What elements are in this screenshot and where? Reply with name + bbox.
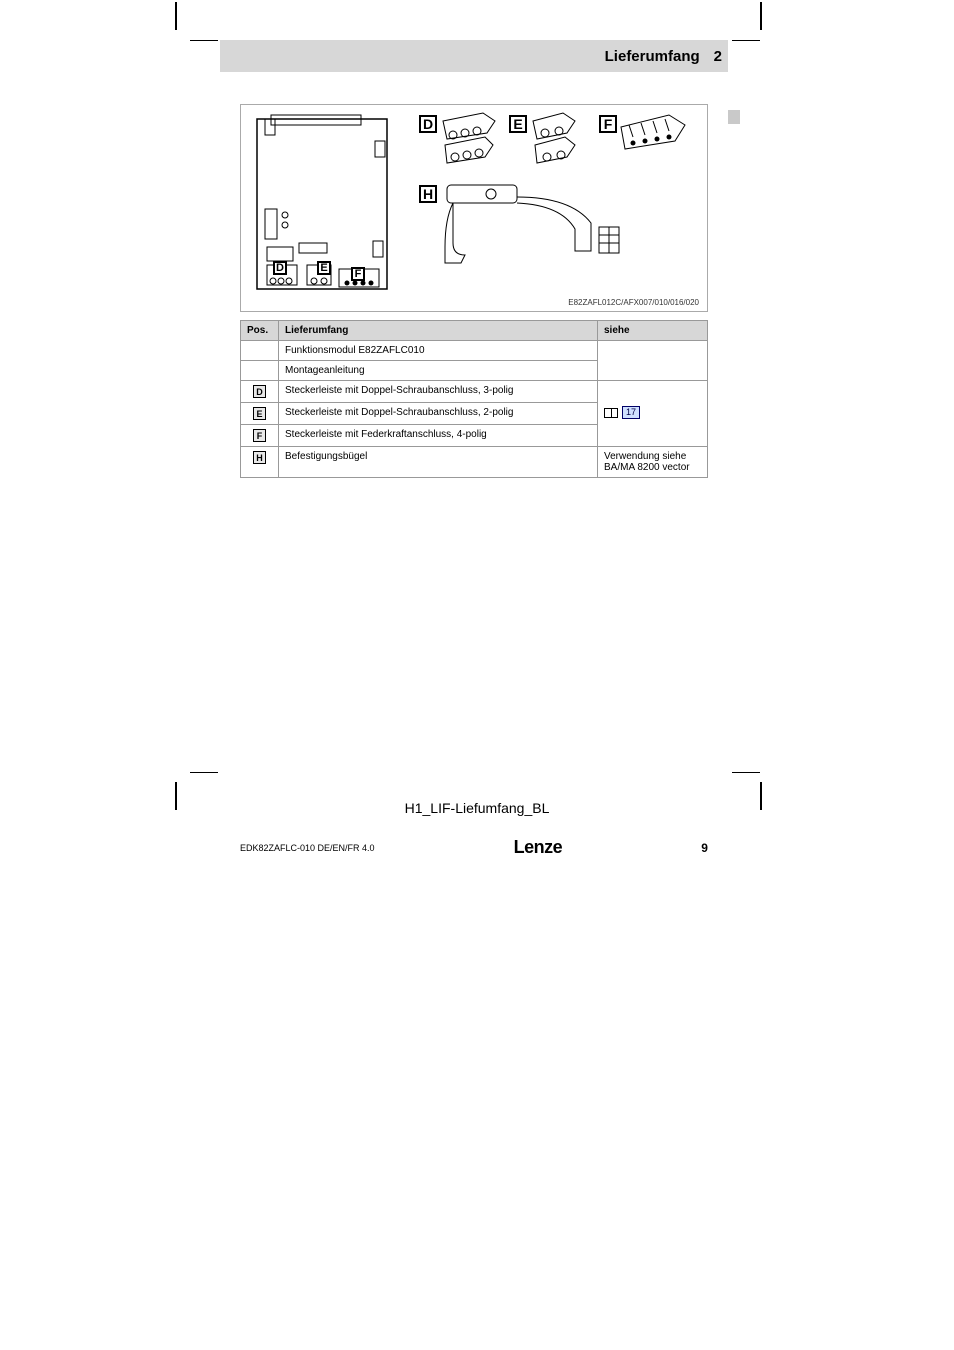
label-f: F (599, 115, 617, 133)
scope-table: Pos. Lieferumfang siehe Funktionsmodul E… (240, 320, 708, 478)
crop-mark (190, 772, 218, 773)
pos-box: D (253, 385, 266, 398)
page-ref-number[interactable]: 17 (622, 406, 640, 419)
table-row: H Befestigungsbügel Verwendung siehe BA/… (241, 447, 708, 478)
label-d: D (419, 115, 437, 133)
cell-desc: Funktionsmodul E82ZAFLC010 (279, 341, 598, 361)
crop-mark (760, 782, 762, 810)
label-d-device: D (273, 261, 287, 275)
table-row: Funktionsmodul E82ZAFLC010 (241, 341, 708, 361)
label-h: H (419, 185, 437, 203)
connector-e-icon (529, 111, 583, 169)
th-see: siehe (598, 321, 708, 341)
doc-id: EDK82ZAFLC-010 DE/EN/FR 4.0 (240, 843, 375, 853)
page-number: 9 (701, 841, 708, 855)
page-content: Lieferumfang 2 (220, 40, 728, 478)
pos-box: F (253, 429, 266, 442)
page-footer: EDK82ZAFLC-010 DE/EN/FR 4.0 Lenze 9 (240, 837, 708, 858)
cell-desc: Steckerleiste mit Federkraftanschluss, 4… (279, 425, 598, 447)
bracket-icon (441, 179, 651, 269)
crop-mark (175, 2, 177, 30)
header-tab (728, 110, 740, 124)
section-title: Lieferumfang (605, 48, 700, 65)
book-icon (604, 408, 618, 418)
label-e: E (509, 115, 527, 133)
figure: D E F D E F (240, 104, 708, 312)
section-header: Lieferumfang 2 (220, 40, 728, 72)
crop-mark (175, 782, 177, 810)
th-desc: Lieferumfang (279, 321, 598, 341)
figure-caption: E82ZAFL012C/AFX007/010/016/020 (568, 298, 699, 307)
page-reference: 17 (604, 406, 640, 419)
table-row: D Steckerleiste mit Doppel-Schraubanschl… (241, 381, 708, 403)
label-f-device: F (351, 267, 365, 281)
pos-box: H (253, 451, 266, 464)
template-label: H1_LIF-Liefumfang_BL (405, 800, 550, 816)
cell-desc: Montageanleitung (279, 361, 598, 381)
cell-desc: Steckerleiste mit Doppel-Schraubanschlus… (279, 403, 598, 425)
crop-mark (190, 40, 218, 41)
brand-logo: Lenze (514, 837, 563, 858)
crop-mark (760, 2, 762, 30)
cell-desc: Befestigungsbügel (279, 447, 598, 478)
crop-mark (732, 40, 760, 41)
th-pos: Pos. (241, 321, 279, 341)
chapter-number: 2 (714, 48, 722, 65)
connector-f-icon (619, 113, 689, 153)
connector-d-icon (439, 111, 501, 169)
label-e-device: E (317, 261, 331, 275)
cell-desc: Steckerleiste mit Doppel-Schraubanschlus… (279, 381, 598, 403)
cell-see: Verwendung siehe BA/MA 8200 vector (598, 447, 708, 478)
pos-box: E (253, 407, 266, 420)
crop-mark (732, 772, 760, 773)
